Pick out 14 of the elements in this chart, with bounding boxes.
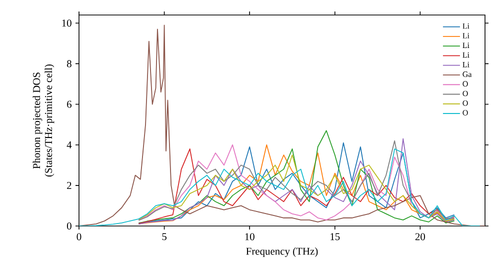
x-tick-label: 10 [245,233,254,240]
y-tick-label: 0 [66,222,72,230]
x-tick-label: 0 [76,233,82,240]
x-axis-title: Frequency (THz) [246,247,318,257]
x-tick-label: 20 [415,233,426,240]
y-tick-label: 2 [67,182,72,189]
y-tick-label: 6 [67,100,72,108]
y-tick-label: 8 [66,60,72,68]
line-series [79,24,486,226]
y-axis-title: Phonon projected DOS (States/THz·primitive cell) [32,64,54,177]
x-tick-label: 5 [162,233,166,240]
y-tick-label: 10 [62,20,72,27]
x-tick-label: 15 [330,233,340,240]
y-tick-label: 4 [66,141,72,148]
